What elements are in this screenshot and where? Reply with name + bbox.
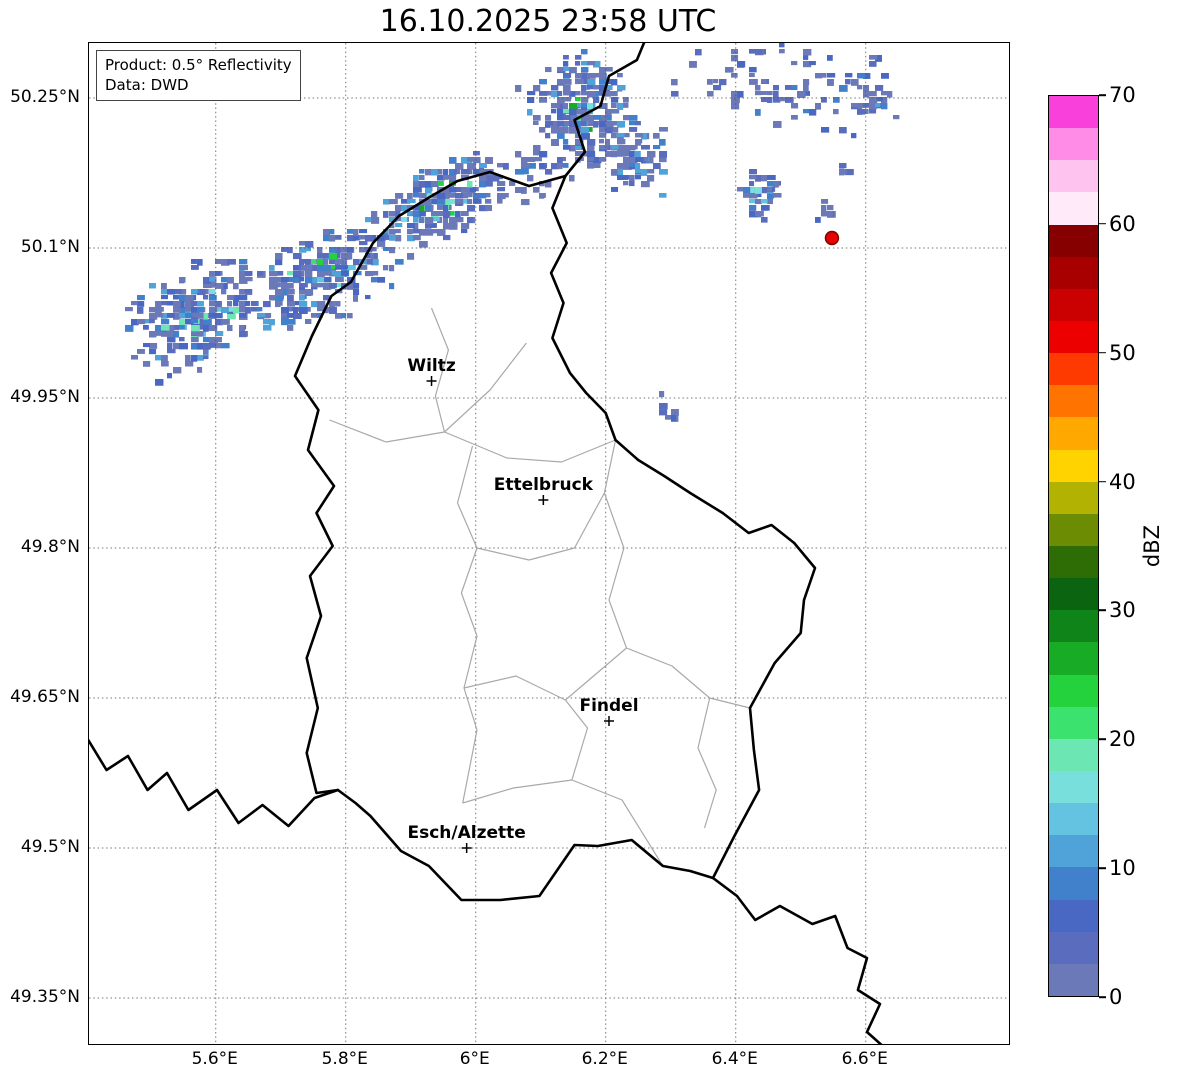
lat-tick-label: 49.65°N [10, 687, 80, 707]
colorbar-segment [1049, 449, 1098, 482]
lon-tick-label: 6.4°E [711, 1049, 758, 1069]
colorbar-segment [1049, 545, 1098, 579]
legend-product-line: Product: 0.5° Reflectivity [105, 56, 292, 74]
colorbar-tick-label: 50 [1109, 340, 1136, 365]
colorbar-segment [1049, 192, 1098, 225]
graticule [89, 43, 1009, 1044]
colorbar-segment [1049, 577, 1098, 611]
colorbar-tick-mark [1099, 223, 1106, 225]
lat-tick-label: 49.95°N [10, 387, 80, 407]
colorbar-segment [1049, 931, 1098, 964]
colorbar-segment [1049, 159, 1098, 193]
colorbar-segment [1049, 834, 1098, 868]
colorbar-swatches [1049, 95, 1098, 996]
city-marker-wiltz [426, 376, 437, 386]
product-legend: Product: 0.5° Reflectivity Data: DWD [96, 50, 301, 101]
lat-tick-label: 49.5°N [20, 837, 80, 857]
lon-tick-label: 6°E [459, 1049, 490, 1069]
lon-tick-label: 6.2°E [581, 1049, 628, 1069]
district-borders [329, 307, 751, 867]
colorbar-tick-label: 0 [1109, 985, 1123, 1009]
city-marker-findel [603, 716, 614, 726]
colorbar-tick-label: 30 [1109, 598, 1136, 623]
colorbar-segment [1049, 95, 1098, 129]
radar-site-marker [824, 230, 840, 246]
colorbar-tick-label: 20 [1109, 727, 1136, 752]
colorbar-segment [1049, 802, 1098, 836]
lon-tick-label: 6.6°E [841, 1049, 888, 1069]
colorbar-segment [1049, 127, 1098, 161]
colorbar-segment [1049, 384, 1098, 418]
city-marker-esch-alzette [461, 843, 472, 853]
lon-tick-label: 5.8°E [321, 1049, 368, 1069]
colorbar-segment [1049, 352, 1098, 386]
colorbar-segment [1049, 770, 1098, 804]
lat-tick-label: 49.8°N [20, 537, 80, 557]
city-label-wiltz: Wiltz [407, 356, 456, 376]
colorbar [1048, 95, 1099, 997]
colorbar-tick-mark [1099, 738, 1106, 741]
city-label-esch-alzette: Esch/Alzette [407, 823, 525, 843]
colorbar-label: dBZ [1140, 524, 1164, 568]
radar-echoes [125, 43, 900, 422]
colorbar-segment [1049, 417, 1098, 450]
city-marker-ettelbruck [538, 495, 549, 505]
colorbar-segment [1049, 642, 1098, 675]
colorbar-segment [1049, 963, 1098, 996]
legend-source-line: Data: DWD [105, 76, 189, 95]
city-annotations: Wiltz Ettelbruck Findel Esch/Alzette [407, 230, 840, 853]
colorbar-segment [1049, 224, 1098, 257]
colorbar-tick-label: 60 [1109, 211, 1136, 236]
colorbar-segment [1049, 609, 1098, 643]
lon-tick-label: 5.6°E [191, 1049, 238, 1069]
colorbar-tick-mark [1099, 609, 1106, 612]
colorbar-segment [1049, 481, 1098, 514]
colorbar-segment [1049, 674, 1098, 707]
colorbar-tick-mark [1099, 867, 1106, 869]
lat-tick-label: 49.35°N [10, 987, 80, 1007]
colorbar-tick-mark [1099, 480, 1106, 483]
colorbar-segment [1049, 738, 1098, 771]
lat-tick-label: 50.25°N [10, 87, 80, 107]
colorbar-tick-label: 70 [1109, 83, 1136, 107]
colorbar-segment [1049, 899, 1098, 932]
map-plot: Wiltz Ettelbruck Findel Esch/Alzette Produc… [88, 42, 1010, 1045]
lat-tick-label: 50.1°N [20, 237, 80, 257]
country-borders [89, 43, 883, 1044]
colorbar-tick-mark [1099, 996, 1106, 998]
map-canvas: Wiltz Ettelbruck Findel Esch/Alzette [89, 43, 1009, 1044]
colorbar-segment [1049, 288, 1098, 321]
colorbar-segment [1049, 513, 1098, 546]
colorbar-segment [1049, 320, 1098, 354]
colorbar-segment [1049, 256, 1098, 289]
colorbar-tick-mark [1099, 351, 1106, 354]
colorbar-tick-label: 40 [1109, 469, 1136, 494]
figure-title: 16.10.2025 23:58 UTC [379, 4, 717, 39]
city-label-ettelbruck: Ettelbruck [494, 475, 594, 495]
colorbar-segment [1049, 867, 1098, 900]
colorbar-tick-mark [1099, 94, 1106, 96]
colorbar-tick-label: 10 [1109, 856, 1136, 881]
colorbar-segment [1049, 706, 1098, 739]
city-label-findel: Findel [579, 696, 638, 716]
